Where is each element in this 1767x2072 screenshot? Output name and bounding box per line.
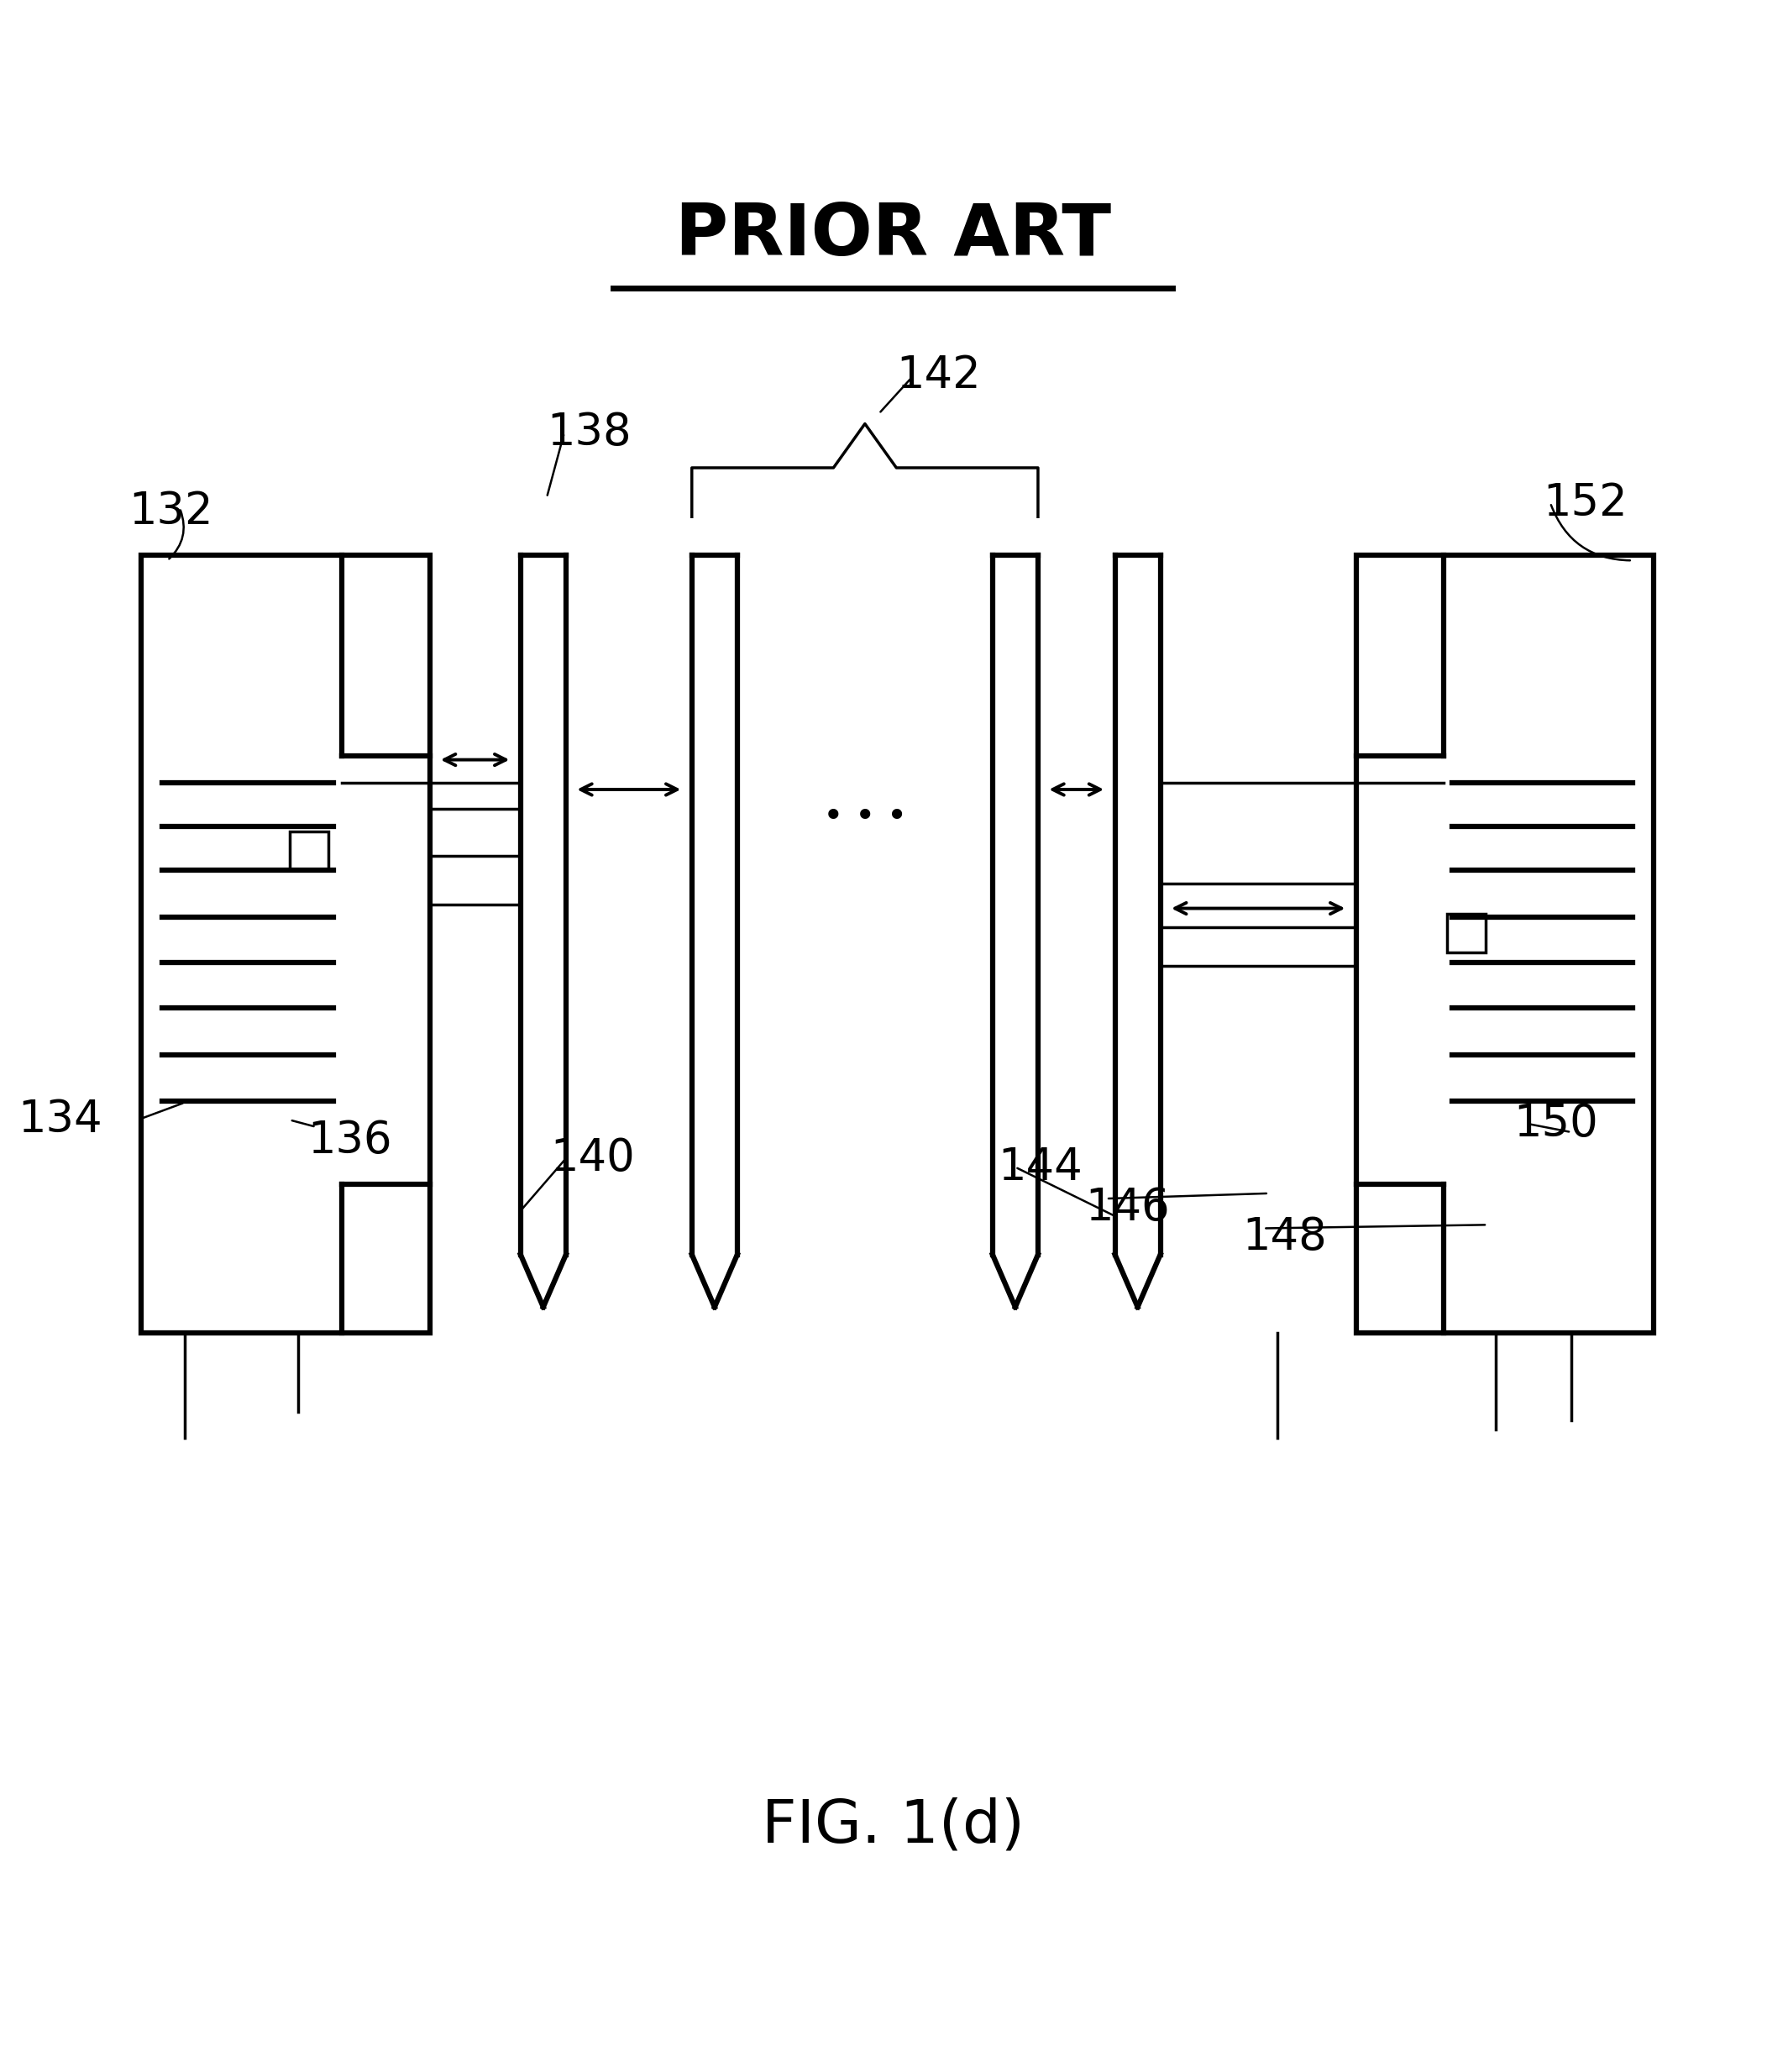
Bar: [1447, 914, 1486, 951]
Text: 140: 140: [550, 1138, 634, 1181]
Bar: [290, 831, 329, 870]
Text: 148: 148: [1242, 1214, 1327, 1260]
Text: 138: 138: [546, 410, 631, 454]
Text: 134: 134: [18, 1098, 102, 1142]
Bar: [1355, 555, 1654, 1332]
Text: 132: 132: [129, 489, 214, 533]
Text: 142: 142: [896, 354, 981, 398]
Text: 152: 152: [1543, 481, 1627, 524]
Text: FIG. 1(d): FIG. 1(d): [762, 1796, 1025, 1854]
Bar: [141, 555, 429, 1332]
Text: 146: 146: [1085, 1185, 1170, 1229]
Text: PRIOR ART: PRIOR ART: [675, 201, 1111, 269]
Text: 150: 150: [1514, 1102, 1597, 1146]
Text: 144: 144: [998, 1146, 1083, 1189]
Text: 136: 136: [307, 1119, 392, 1162]
Text: • • •: • • •: [823, 800, 906, 835]
